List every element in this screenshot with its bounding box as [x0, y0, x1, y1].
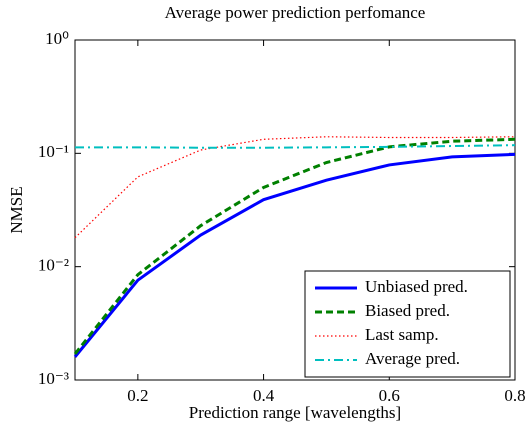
y-tick-label: 10⁻²: [38, 256, 69, 275]
chart-title: Average power prediction perfomance: [165, 3, 426, 22]
y-axis-label: NMSE: [7, 186, 26, 233]
series-line: [73, 152, 516, 358]
series-line: [75, 144, 516, 149]
legend-label: Average pred.: [365, 349, 460, 368]
legend-label: Biased pred.: [365, 301, 450, 320]
plot-frame: [74, 39, 516, 381]
x-tick-label: 0.6: [379, 386, 400, 405]
legend-label: Unbiased pred.: [365, 277, 468, 296]
x-tick-label: 0.8: [504, 386, 525, 405]
x-tick-label: 0.4: [253, 386, 275, 405]
series-line: [74, 136, 516, 239]
y-tick-label: 10⁻¹: [38, 142, 69, 161]
y-tick-label: 10⁻³: [38, 369, 69, 388]
y-tick-label: 10⁰: [45, 29, 69, 48]
x-axis-label: Prediction range [wavelengths]: [189, 403, 401, 422]
series-line: [73, 137, 516, 355]
legend-label: Last samp.: [365, 325, 439, 344]
x-tick-label: 0.2: [127, 386, 148, 405]
